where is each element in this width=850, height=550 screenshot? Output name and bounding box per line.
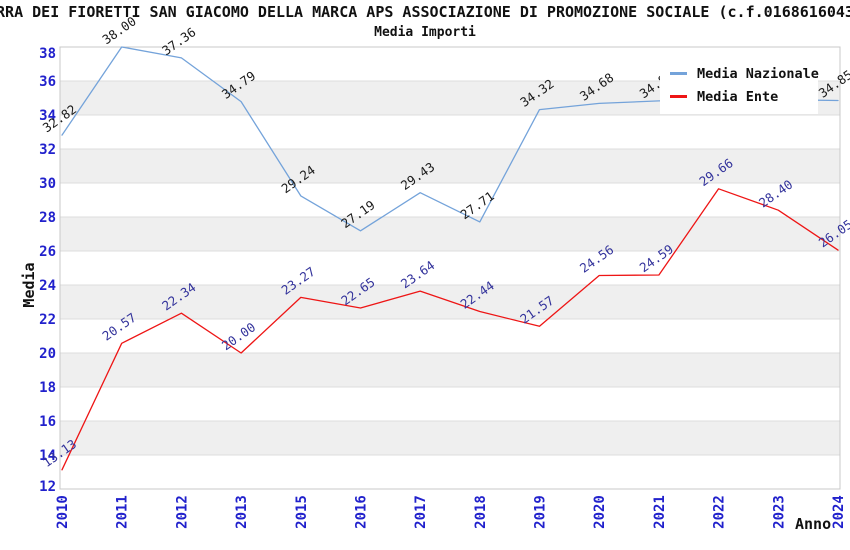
x-tick-label: 2023: [771, 495, 787, 529]
x-tick-label: 2019: [533, 495, 549, 529]
x-tick-label: 2011: [115, 495, 131, 529]
y-tick-label: 38: [39, 46, 56, 62]
point-label: 37.36: [159, 24, 198, 58]
y-tick-label: 34: [39, 108, 56, 124]
y-tick-label: 24: [39, 278, 56, 294]
x-tick-label: 2017: [413, 495, 429, 529]
x-axis-title: Anno: [795, 515, 831, 533]
y-tick-label: 12: [39, 479, 56, 495]
legend-label-media-nazionale: Media Nazionale: [697, 65, 819, 82]
x-tick-label: 2018: [473, 495, 489, 529]
x-tick-label: 2010: [55, 495, 71, 529]
y-tick-label: 28: [39, 210, 56, 226]
x-tick-label: 2021: [652, 495, 668, 529]
y-tick-label: 36: [39, 74, 56, 90]
x-tick-label: 2016: [353, 495, 369, 529]
point-label: 38.00: [99, 13, 138, 47]
y-tick-label: 22: [39, 312, 56, 328]
y-tick-label: 30: [39, 176, 56, 192]
plot-band: [60, 285, 840, 319]
plot-band: [60, 421, 840, 455]
plot-band: [60, 217, 840, 251]
legend-label-media-ente: Media Ente: [697, 88, 779, 105]
y-tick-label: 20: [39, 346, 56, 362]
y-tick-label: 14: [39, 448, 56, 464]
legend-item-media-nazionale: Media Nazionale: [670, 62, 819, 85]
y-tick-label: 16: [39, 414, 56, 430]
y-axis-title: Media: [20, 262, 38, 307]
plot-band: [60, 149, 840, 183]
plot-border: [59, 46, 841, 490]
y-tick-label: 18: [39, 380, 56, 396]
x-tick-label: 2022: [712, 495, 728, 529]
x-tick-label: 2024: [831, 495, 847, 529]
chart-title: RRA DEI FIORETTI SAN GIACOMO DELLA MARCA…: [0, 3, 850, 21]
media-ente-line-swatch: [670, 95, 687, 98]
y-tick-label: 26: [39, 244, 56, 260]
legend: Media Nazionale Media Ente: [660, 55, 819, 114]
y-tick-label: 32: [39, 142, 56, 158]
chart-subtitle: Media Importi: [374, 25, 476, 40]
x-tick-label: 2015: [294, 495, 310, 529]
point-label: 20.00: [219, 319, 258, 353]
legend-item-media-ente: Media Ente: [670, 85, 812, 108]
x-tick-label: 2013: [234, 495, 250, 529]
series-line-media-ente: [61, 188, 839, 471]
plot-band: [60, 353, 840, 387]
x-tick-label: 2012: [174, 495, 190, 529]
media-nazionale-line-swatch: [670, 72, 687, 75]
x-tick-label: 2020: [592, 495, 608, 529]
